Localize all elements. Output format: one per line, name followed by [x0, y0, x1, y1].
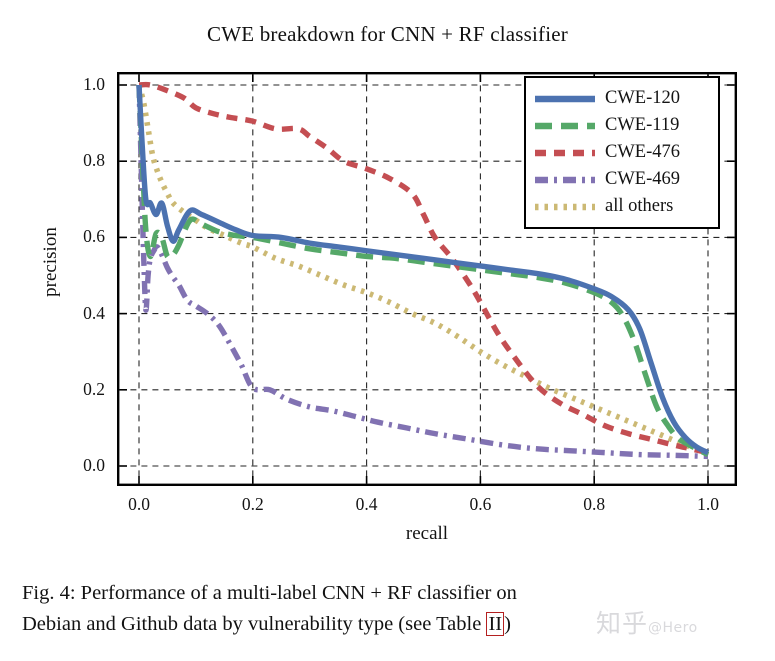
y-tick-label: 0.0: [83, 455, 105, 475]
y-axis-label: precision: [40, 227, 61, 297]
legend-swatch-icon: [534, 144, 596, 162]
legend-swatch-icon: [534, 90, 596, 108]
legend-label: CWE-120: [605, 88, 681, 108]
x-tick-label: 0.6: [469, 494, 492, 514]
x-tick-label: 0.0: [128, 494, 150, 514]
y-tick-label: 0.4: [83, 302, 105, 323]
series-line-cwe-476: [138, 81, 709, 456]
caption-line-1: Fig. 4: Performance of a multi-label CNN…: [22, 582, 517, 604]
legend-item-cwe-476[interactable]: CWE-476: [534, 139, 710, 166]
series-line-all-others: [136, 84, 709, 456]
legend-label: CWE-119: [605, 115, 680, 135]
x-tick-label: 0.4: [355, 494, 378, 514]
legend-swatch-icon: [534, 171, 596, 189]
table-reference-link[interactable]: II: [486, 612, 505, 636]
y-tick-label: 1.0: [83, 74, 105, 94]
legend-label: CWE-476: [605, 142, 681, 162]
y-tick-label: 0.8: [83, 150, 105, 171]
chart-title: CWE breakdown for CNN + RF classifier: [206, 22, 568, 46]
legend-item-all-others[interactable]: all others: [534, 193, 710, 220]
legend: CWE-120 CWE-119 CWE-476 CWE-469 all others: [524, 76, 720, 229]
figure-caption: Fig. 4: Performance of a multi-label CNN…: [22, 578, 754, 640]
legend-label: CWE-469: [605, 169, 681, 189]
caption-line-2-prefix: Debian and Github data by vulnerability …: [22, 613, 487, 635]
caption-line-2-suffix: ): [504, 613, 511, 635]
x-axis-label: recall: [405, 523, 449, 544]
legend-swatch-icon: [534, 117, 596, 135]
caption-line-2: Debian and Github data by vulnerability …: [22, 609, 754, 640]
x-tick-label: 0.2: [241, 494, 264, 514]
legend-item-cwe-120[interactable]: CWE-120: [534, 85, 710, 112]
y-tick-label: 0.6: [83, 226, 105, 247]
legend-label: all others: [605, 196, 674, 216]
legend-item-cwe-119[interactable]: CWE-119: [534, 112, 710, 139]
legend-item-cwe-469[interactable]: CWE-469: [534, 166, 710, 193]
series-lines: [136, 81, 710, 460]
y-tick-label: 0.2: [83, 378, 105, 399]
series-line-cwe-119: [136, 84, 710, 457]
x-tick-label: 1.0: [697, 494, 719, 514]
x-tick-label: 0.8: [583, 494, 606, 514]
series-line-cwe-120: [136, 84, 710, 456]
plot-frame: [117, 72, 737, 486]
legend-swatch-icon: [534, 198, 596, 216]
series-line-cwe-469: [136, 84, 709, 460]
